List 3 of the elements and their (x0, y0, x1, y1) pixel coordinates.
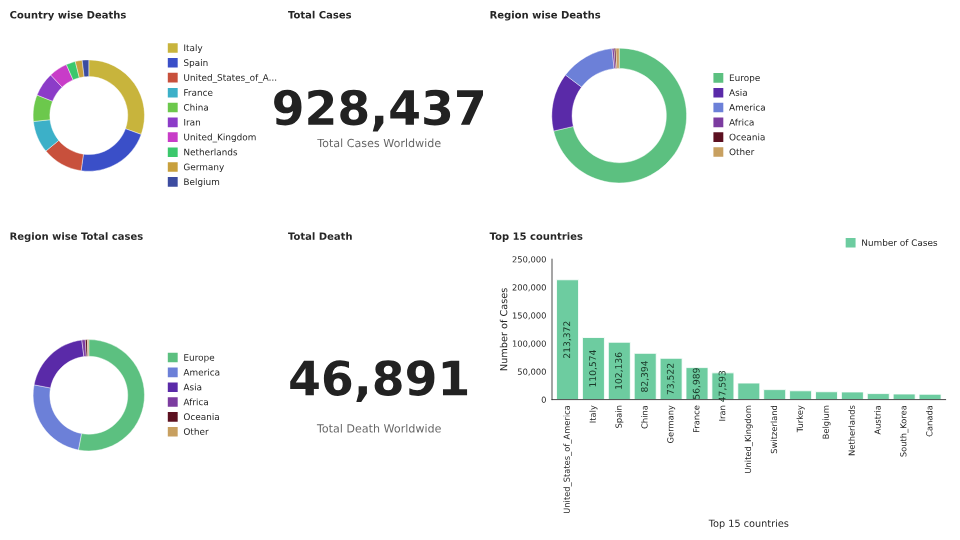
text: 928,437 (274, 89, 483, 132)
text: 46,891 (290, 360, 468, 402)
donut-slice (553, 47, 687, 184)
